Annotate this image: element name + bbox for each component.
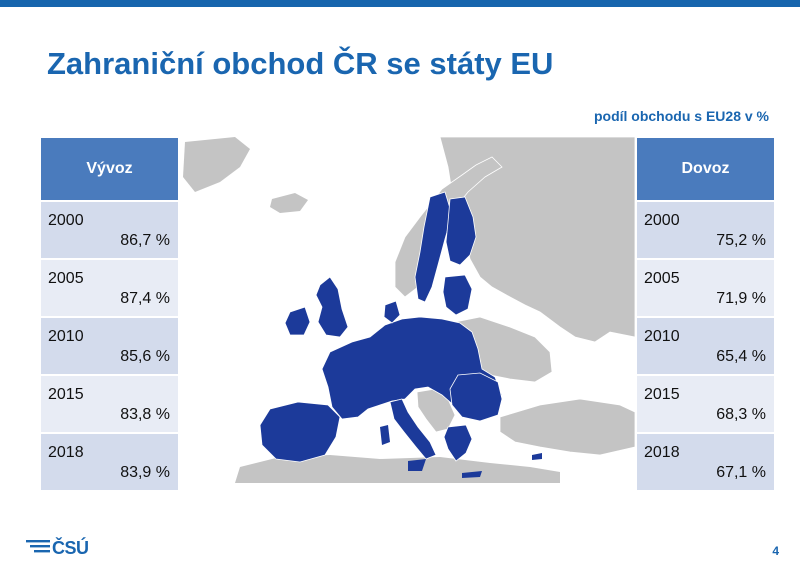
year-cell: 2010 <box>48 328 84 345</box>
page-subtitle: podíl obchodu s EU28 v % <box>593 108 769 124</box>
table-row: 2010 85,6 % <box>41 318 178 374</box>
table-row: 2000 75,2 % <box>637 202 774 258</box>
table-row: 2015 68,3 % <box>637 376 774 432</box>
eu-cyprus <box>532 453 542 460</box>
table-row: 2018 67,1 % <box>637 434 774 490</box>
value-cell: 83,9 % <box>120 464 170 481</box>
value-cell: 85,6 % <box>120 348 170 365</box>
eu-italy <box>389 398 437 460</box>
year-cell: 2005 <box>48 270 84 287</box>
eu-sardinia <box>380 425 390 445</box>
europe-map-graphic <box>180 137 635 483</box>
eu-iberia <box>259 401 341 463</box>
value-cell: 68,3 % <box>716 406 766 423</box>
year-cell: 2015 <box>48 386 84 403</box>
export-table: Vývoz 2000 86,7 % 2005 87,4 % 2010 85,6 … <box>41 138 178 492</box>
value-cell: 87,4 % <box>120 290 170 307</box>
table-row: 2018 83,9 % <box>41 434 178 490</box>
value-cell: 83,8 % <box>120 406 170 423</box>
top-accent-bar <box>0 0 800 7</box>
value-cell: 75,2 % <box>716 232 766 249</box>
year-cell: 2010 <box>644 328 680 345</box>
non-eu-greenland <box>183 137 250 192</box>
eu-romania-bulgaria <box>449 372 503 422</box>
value-cell: 86,7 % <box>120 232 170 249</box>
year-cell: 2005 <box>644 270 680 287</box>
value-cell: 65,4 % <box>716 348 766 365</box>
year-cell: 2018 <box>644 444 680 461</box>
eu-uk <box>315 276 349 338</box>
table-row: 2005 87,4 % <box>41 260 178 316</box>
year-cell: 2000 <box>48 212 84 229</box>
import-table: Dovoz 2000 75,2 % 2005 71,9 % 2010 65,4 … <box>637 138 774 492</box>
export-table-header: Vývoz <box>41 138 178 200</box>
year-cell: 2000 <box>644 212 680 229</box>
value-cell: 71,9 % <box>716 290 766 307</box>
year-cell: 2018 <box>48 444 84 461</box>
table-row: 2015 83,8 % <box>41 376 178 432</box>
import-table-header: Dovoz <box>637 138 774 200</box>
eu-baltics <box>442 274 473 316</box>
eu-finland <box>445 196 477 266</box>
year-cell: 2015 <box>644 386 680 403</box>
eu-sicily <box>408 459 426 471</box>
table-row: 2000 86,7 % <box>41 202 178 258</box>
page-number: 4 <box>772 544 779 558</box>
non-eu-iceland <box>270 193 308 213</box>
eu-denmark <box>383 300 401 324</box>
page-title: Zahraniční obchod ČR se státy EU <box>47 46 554 81</box>
non-eu-turkey <box>499 398 635 456</box>
value-cell: 67,1 % <box>716 464 766 481</box>
eu-ireland <box>284 306 311 336</box>
table-row: 2005 71,9 % <box>637 260 774 316</box>
eu-greece <box>443 424 473 462</box>
table-row: 2010 65,4 % <box>637 318 774 374</box>
csu-logo-lines-icon <box>26 540 50 553</box>
eu-map <box>180 137 635 483</box>
eu-crete <box>462 471 482 478</box>
csu-logo-text: ČSÚ <box>52 538 89 558</box>
